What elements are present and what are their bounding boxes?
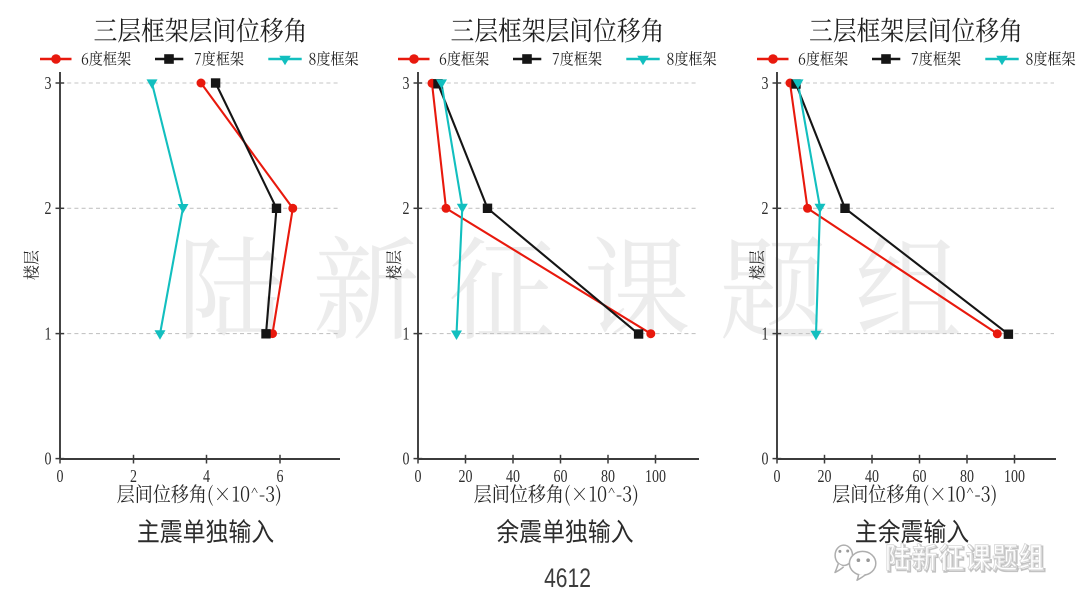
svg-text:2: 2 [762, 200, 769, 219]
svg-text:100: 100 [645, 468, 666, 487]
svg-text:60: 60 [913, 468, 927, 487]
svg-text:0: 0 [774, 468, 781, 487]
svg-text:80: 80 [960, 468, 974, 487]
svg-text:80: 80 [601, 468, 615, 487]
svg-text:0: 0 [762, 450, 769, 469]
svg-text:60: 60 [554, 468, 568, 487]
svg-text:3: 3 [45, 74, 52, 93]
svg-text:100: 100 [1004, 468, 1025, 487]
svg-text:2: 2 [403, 200, 410, 219]
svg-text:4612: 4612 [544, 564, 591, 594]
svg-text:1: 1 [762, 325, 769, 344]
svg-text:2: 2 [45, 200, 52, 219]
svg-text:1: 1 [403, 325, 410, 344]
svg-text:40: 40 [865, 468, 879, 487]
svg-text:0: 0 [45, 450, 52, 469]
svg-text:0: 0 [403, 450, 410, 469]
svg-text:2: 2 [130, 468, 137, 487]
svg-text:1: 1 [45, 325, 52, 344]
svg-text:0: 0 [415, 468, 422, 487]
svg-text:4: 4 [203, 468, 210, 487]
svg-text:3: 3 [762, 74, 769, 93]
svg-text:0: 0 [57, 468, 64, 487]
svg-text:20: 20 [818, 468, 832, 487]
svg-text:3: 3 [403, 74, 410, 93]
svg-text:6: 6 [277, 468, 284, 487]
svg-text:40: 40 [506, 468, 520, 487]
svg-text:20: 20 [459, 468, 473, 487]
